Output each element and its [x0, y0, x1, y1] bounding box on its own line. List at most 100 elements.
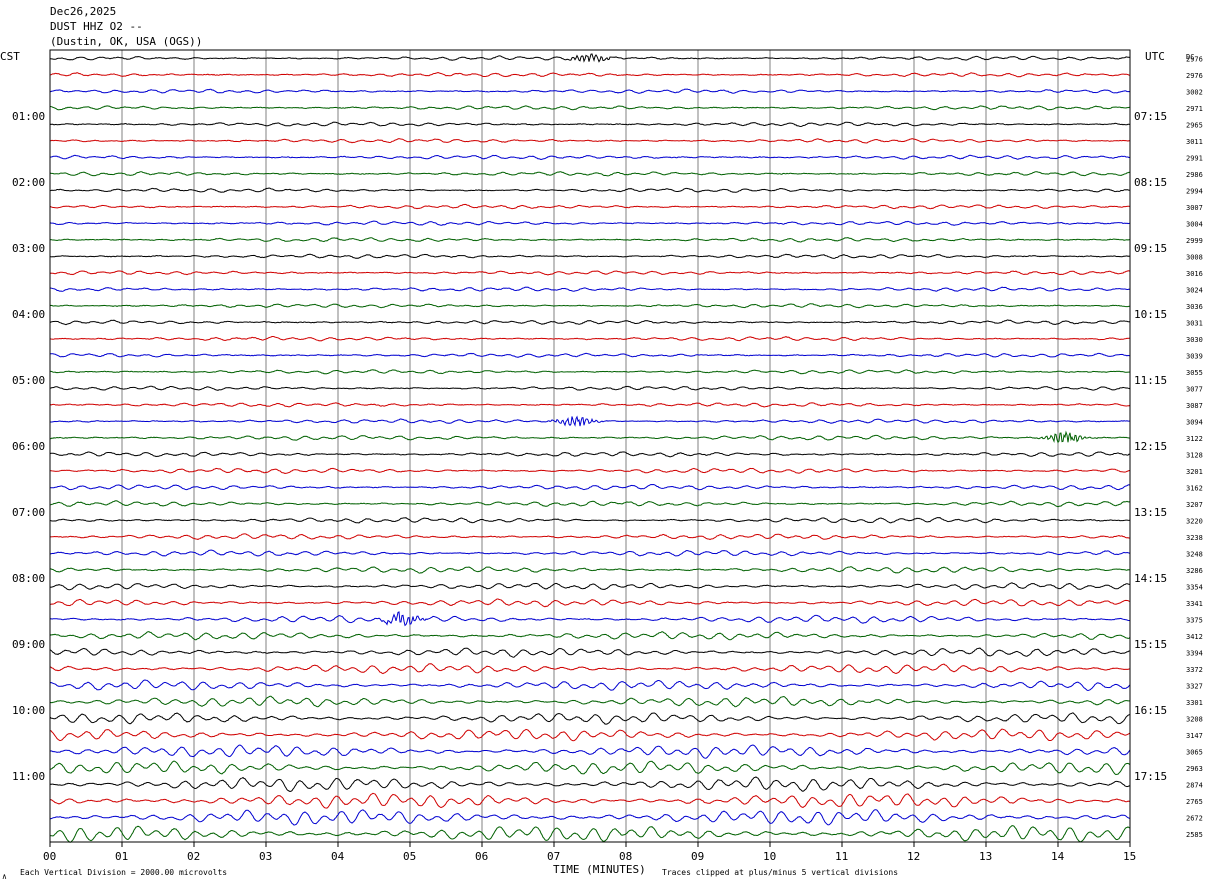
trace-line-29	[49, 533, 1131, 541]
dc-offset-label: 3002	[1186, 88, 1203, 96]
trace-line-19	[49, 369, 1131, 375]
right-timezone-label: UTC	[1145, 50, 1165, 63]
trace-line-36	[49, 647, 1130, 658]
dc-offset-label: 3301	[1186, 699, 1203, 707]
dc-offset-label: 2999	[1186, 237, 1203, 245]
right-hour-label: 10:15	[1134, 308, 1167, 321]
trace-line-15	[49, 303, 1130, 309]
trace-line-3	[49, 105, 1131, 111]
right-hour-label: 15:15	[1134, 638, 1167, 651]
trace-line-39	[49, 695, 1131, 708]
right-hour-label: 07:15	[1134, 110, 1167, 123]
trace-line-22	[50, 415, 1131, 427]
dc-offset-label: 2994	[1186, 187, 1203, 195]
x-tick-label: 06	[475, 850, 488, 863]
dc-offset-label: 2765	[1186, 798, 1203, 806]
x-tick-label: 00	[43, 850, 56, 863]
trace-line-33	[49, 598, 1131, 608]
dc-offset-header: DC	[1186, 53, 1194, 61]
trace-line-38	[49, 679, 1131, 692]
clip-note: Traces clipped at plus/minus 5 vertical …	[662, 868, 898, 877]
right-hour-labels: 07:15 08:15 09:15 10:15 11:15 12:15 13:15 14:15…	[1134, 110, 1167, 783]
dc-offset-label: 3238	[1186, 534, 1203, 542]
dc-offset-label: 3354	[1186, 583, 1203, 591]
left-hour-label: 01:00	[12, 110, 45, 123]
trace-line-16	[49, 319, 1131, 326]
dc-offset-label: 2585	[1186, 831, 1203, 839]
left-hour-label: 03:00	[12, 242, 45, 255]
dc-offset-label: 3031	[1186, 319, 1203, 327]
dc-offset-label: 2963	[1186, 765, 1203, 773]
x-tick-label: 03	[259, 850, 272, 863]
dc-offset-label: 3208	[1186, 715, 1203, 723]
x-tick-label: 04	[331, 850, 345, 863]
dc-offset-label: 2672	[1186, 814, 1203, 822]
header-station: DUST HHZ O2 --	[50, 20, 143, 33]
trace-line-43	[49, 760, 1131, 776]
dc-offset-label: 3055	[1186, 369, 1203, 377]
dc-offset-label: 3087	[1186, 402, 1203, 410]
dc-offset-label: 2965	[1186, 121, 1203, 129]
right-hour-label: 13:15	[1134, 506, 1167, 519]
right-hour-label: 09:15	[1134, 242, 1167, 255]
scale-note: Each Vertical Division = 2000.00 microvo…	[20, 868, 227, 877]
x-tick-label: 05	[403, 850, 416, 863]
dc-offset-label: 3162	[1186, 484, 1203, 492]
trace-line-28	[49, 516, 1131, 524]
grid-lines	[121, 50, 1059, 842]
trace-line-10	[49, 220, 1131, 226]
trace-line-11	[49, 237, 1131, 243]
left-hour-label: 09:00	[12, 638, 45, 651]
right-hour-label: 16:15	[1134, 704, 1167, 717]
x-axis-ticks: 00 01 02 03 04 05 06 07 08 09 10 11 12 13 14 15	[43, 842, 1136, 863]
header-date: Dec26,2025	[50, 5, 116, 18]
dc-offset-label: 3094	[1186, 418, 1203, 426]
dc-offset-label: 3024	[1186, 286, 1203, 294]
dc-offset-label: 3036	[1186, 303, 1203, 311]
header-location: (Dustin, OK, USA (OGS))	[50, 35, 202, 48]
dc-offset-label: 3077	[1186, 385, 1203, 393]
trace-line-37	[49, 663, 1131, 675]
x-tick-label: 01	[115, 850, 128, 863]
x-tick-label: 11	[835, 850, 848, 863]
trace-line-41	[50, 728, 1131, 742]
dc-offset-label: 3039	[1186, 352, 1203, 360]
x-tick-label: 02	[187, 850, 200, 863]
trace-line-25	[49, 467, 1131, 475]
right-hour-label: 11:15	[1134, 374, 1167, 387]
trace-line-23	[49, 430, 1131, 444]
dc-offset-label: 3016	[1186, 270, 1203, 278]
x-tick-label: 08	[619, 850, 632, 863]
trace-line-26	[50, 483, 1131, 491]
dc-offset-label: 2991	[1186, 154, 1203, 162]
trace-line-32	[49, 582, 1131, 591]
right-hour-label: 14:15	[1134, 572, 1167, 585]
trace-line-40	[49, 712, 1131, 725]
dc-offset-label: 3207	[1186, 501, 1203, 509]
dc-offset-label: 3065	[1186, 748, 1203, 756]
dc-offset-label: 3327	[1186, 682, 1203, 690]
trace-line-7	[49, 171, 1131, 177]
trace-line-1	[49, 71, 1131, 78]
dc-offset-label: 2976	[1186, 72, 1203, 80]
left-hour-label: 08:00	[12, 572, 45, 585]
dc-offset-label: 3248	[1186, 550, 1203, 558]
dc-offset-label: 2874	[1186, 781, 1203, 789]
left-hour-label: 11:00	[12, 770, 45, 783]
x-tick-label: 12	[907, 850, 920, 863]
trace-line-0	[49, 53, 1131, 63]
trace-line-5	[50, 138, 1131, 144]
left-hour-label: 06:00	[12, 440, 45, 453]
dc-offset-label: 3122	[1186, 435, 1203, 443]
x-tick-label: 07	[547, 850, 560, 863]
x-tick-label: 09	[691, 850, 704, 863]
trace-line-14	[49, 286, 1131, 292]
x-tick-label: 10	[763, 850, 776, 863]
dc-offset-label: 3372	[1186, 666, 1203, 674]
right-hour-label: 08:15	[1134, 176, 1167, 189]
trace-line-30	[49, 549, 1131, 557]
dc-offset-label: 3011	[1186, 138, 1203, 146]
trace-line-46	[49, 809, 1131, 826]
trace-line-8	[49, 187, 1131, 193]
